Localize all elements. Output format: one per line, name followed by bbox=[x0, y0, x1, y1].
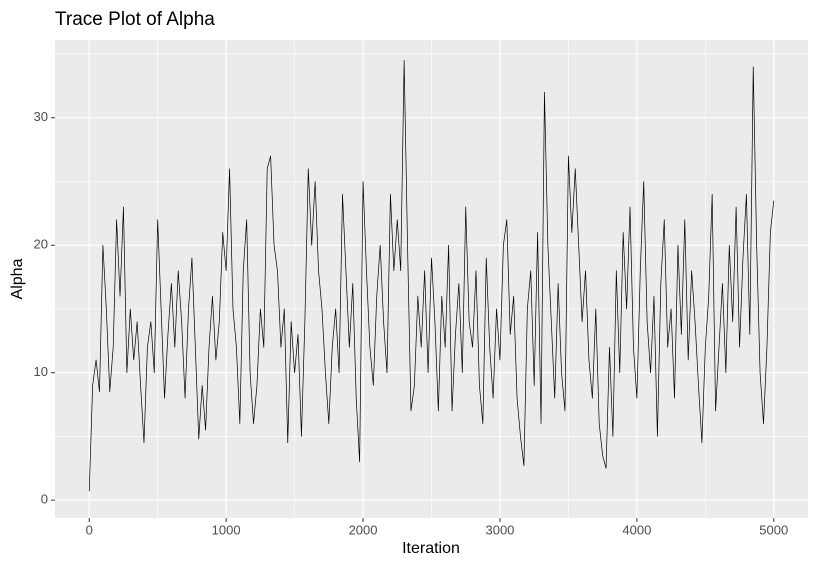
y-tick-label: 30 bbox=[34, 109, 48, 124]
chart-title: Trace Plot of Alpha bbox=[55, 9, 215, 30]
x-tick-label: 3000 bbox=[485, 522, 514, 537]
x-tick-label: 1000 bbox=[212, 522, 241, 537]
x-axis-title: Iteration bbox=[402, 540, 460, 557]
x-tick-label: 0 bbox=[86, 522, 93, 537]
x-tick-label: 5000 bbox=[759, 522, 788, 537]
x-tick-label: 4000 bbox=[622, 522, 651, 537]
trace-line bbox=[88, 60, 775, 492]
y-tick-label: 10 bbox=[34, 364, 48, 379]
y-tick-label: 0 bbox=[41, 492, 48, 507]
x-tick-label: 2000 bbox=[349, 522, 378, 537]
y-axis-title: Alpha bbox=[9, 258, 26, 299]
y-tick-label: 20 bbox=[34, 237, 48, 252]
